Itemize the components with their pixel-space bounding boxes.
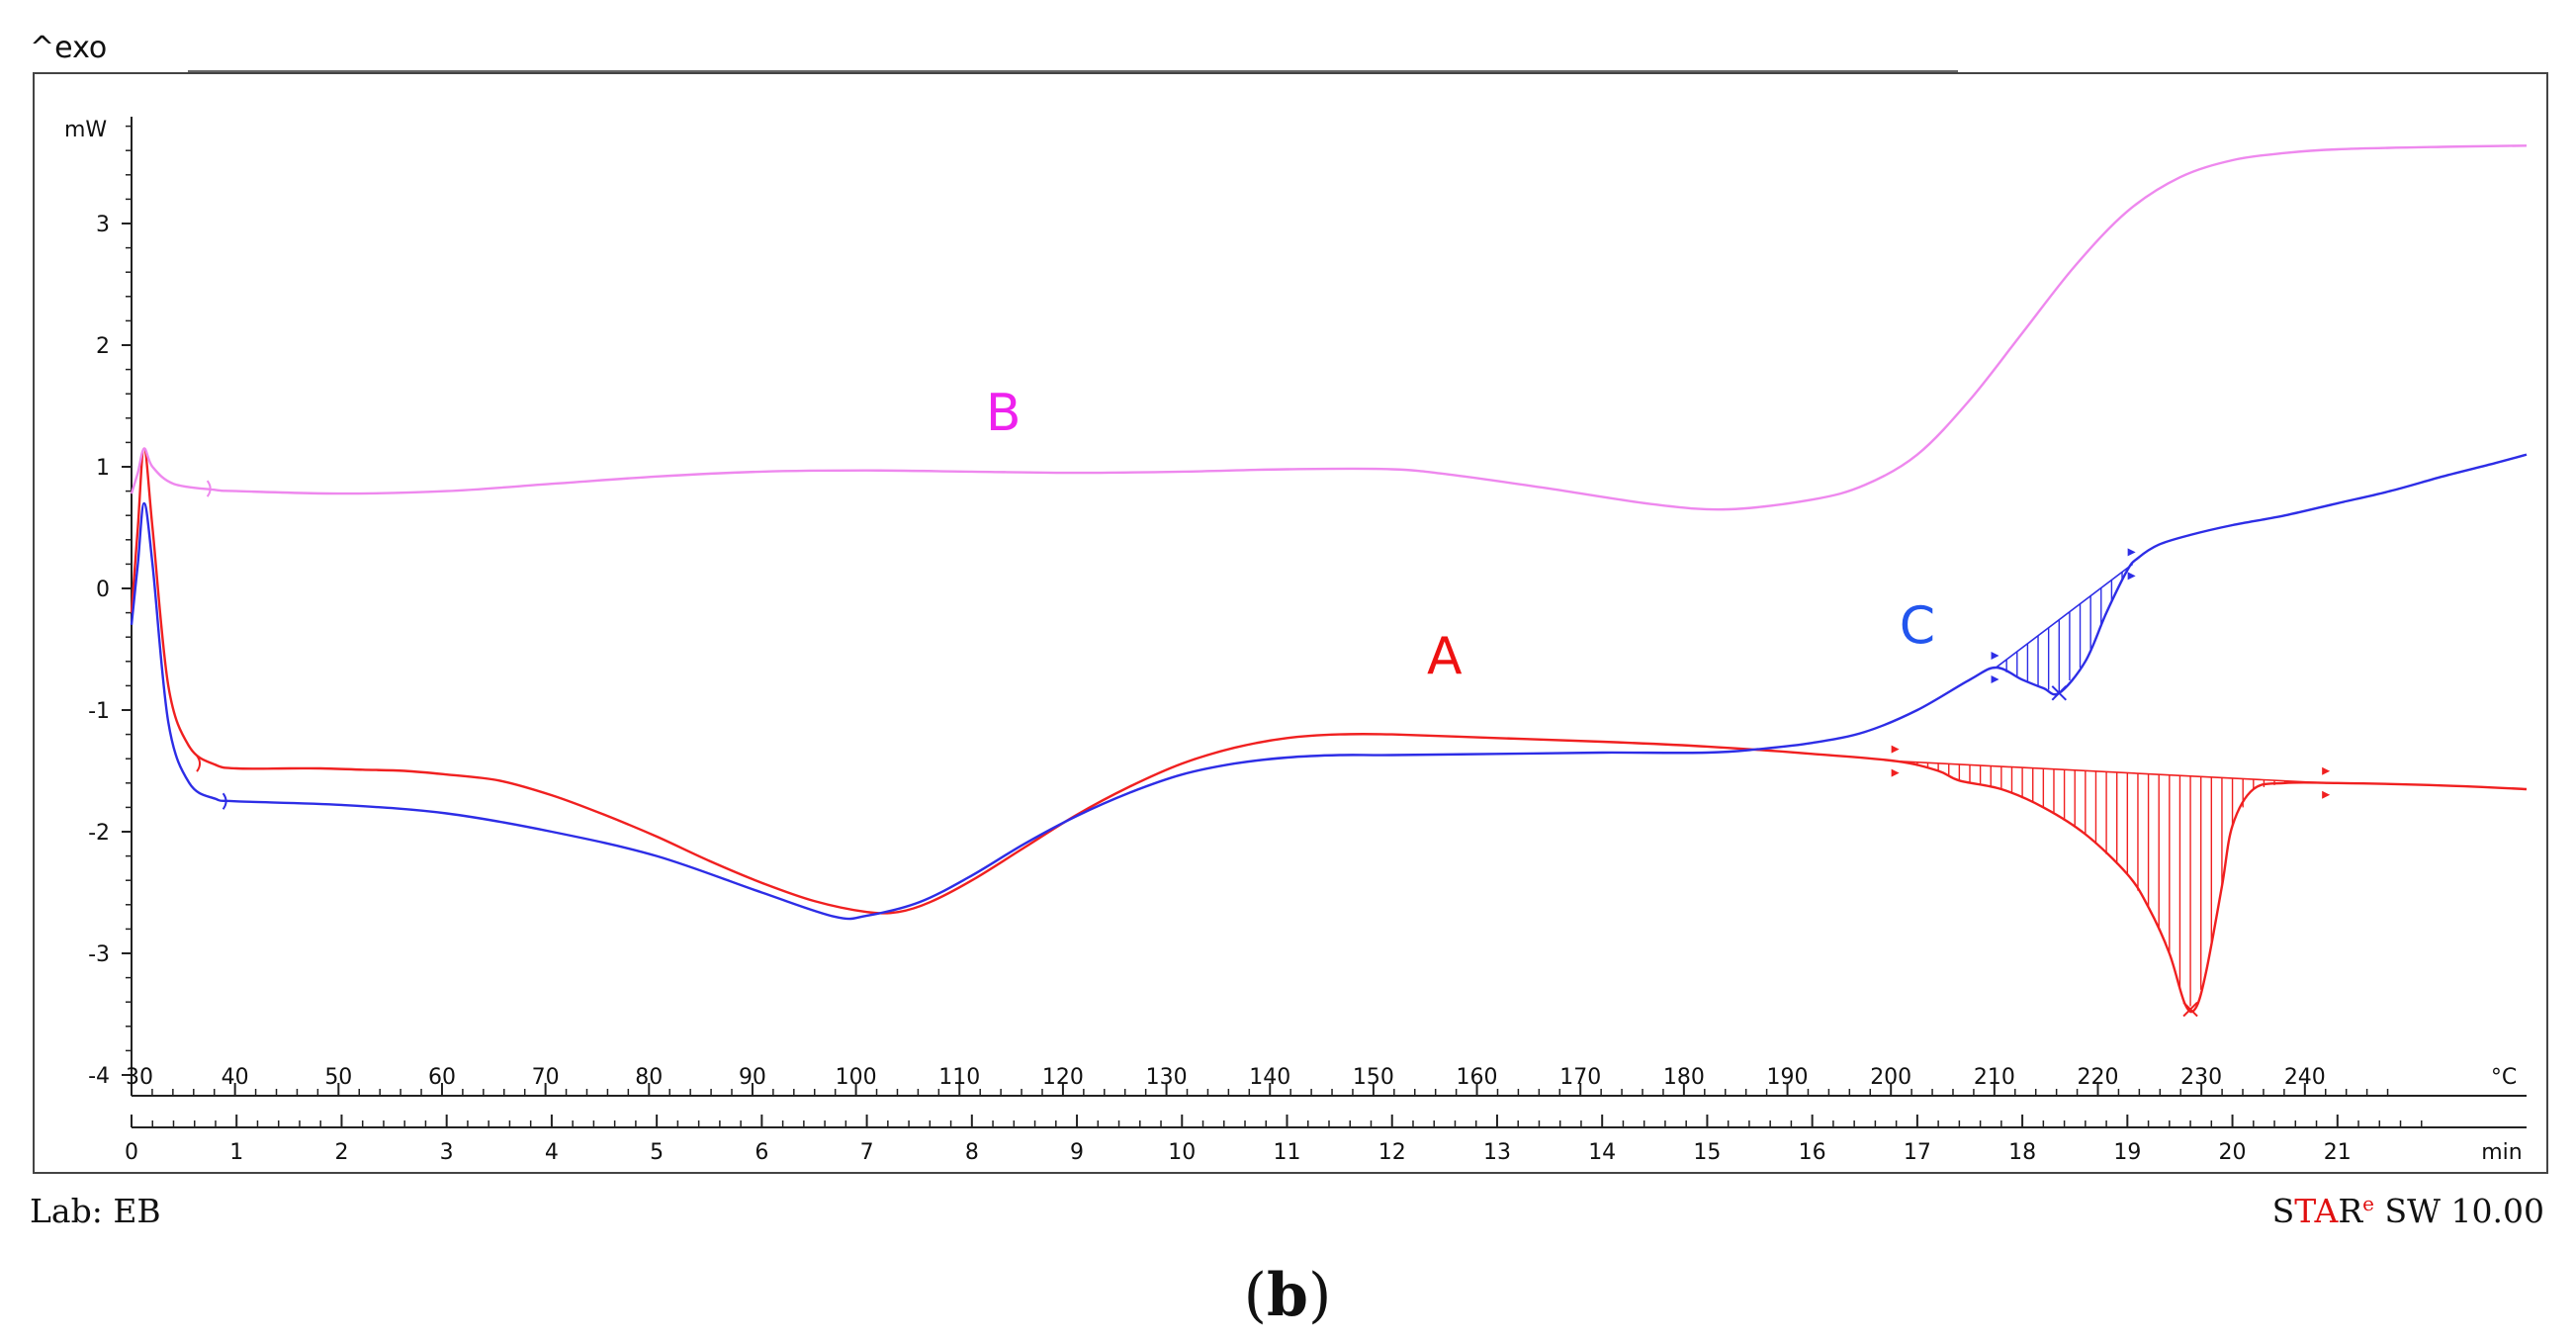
time-tick-label: 1: [229, 1140, 243, 1165]
curve-label-a: A: [1427, 627, 1463, 686]
temp-tick-label: 60: [428, 1065, 456, 1090]
peak-marker: [2182, 1001, 2198, 1018]
software-label: STARe SW 10.00: [2272, 1192, 2544, 1230]
exo-label: ^exo: [30, 31, 107, 65]
time-tick-label: 3: [440, 1140, 454, 1165]
time-tick-label: 16: [1799, 1140, 1826, 1165]
integration-markers: [196, 480, 2331, 1018]
time-tick-label: 6: [755, 1140, 768, 1165]
time-tick-label: 4: [545, 1140, 559, 1165]
series-line-b: [130, 144, 2528, 511]
temp-tick-label: 170: [1559, 1065, 1601, 1090]
curve-label-b: B: [986, 384, 1022, 443]
time-tick-label: 5: [650, 1140, 664, 1165]
y-tick-label: -3: [88, 942, 110, 967]
y-tick-label: 0: [96, 578, 110, 602]
temp-tick-label: 150: [1353, 1065, 1394, 1090]
temp-tick-label: 190: [1767, 1065, 1809, 1090]
temp-tick-label: 110: [938, 1065, 980, 1090]
software-r: R: [2338, 1192, 2363, 1230]
y-tick-label: 1: [96, 456, 110, 481]
y-axis-ticks: 3 2 1 0 -1 -2 -3 -4: [88, 125, 132, 1089]
curve-label-c: C: [1900, 596, 1935, 656]
time-axis-ticks: 0 1 2 3 4 5 6 7 8 9 10 11 12 13 14 15 16 17 18 19 20 21: [125, 1115, 2423, 1165]
time-unit: min: [2481, 1140, 2523, 1165]
time-tick-label: 20: [2219, 1140, 2247, 1165]
time-tick-label: 11: [1274, 1140, 1301, 1165]
time-tick-label: 8: [965, 1140, 979, 1165]
time-tick-label: 17: [1904, 1140, 1931, 1165]
caption-close: ): [1308, 1261, 1331, 1330]
temp-tick-label: 70: [532, 1065, 560, 1090]
time-tick-label: 14: [1588, 1140, 1616, 1165]
temp-tick-label: 180: [1663, 1065, 1705, 1090]
software-s: S: [2272, 1192, 2295, 1230]
software-ta: TA: [2294, 1192, 2339, 1230]
start-marker: [196, 755, 202, 772]
temp-tick-label: 220: [2078, 1065, 2119, 1090]
temp-tick-label: 100: [836, 1065, 877, 1090]
temp-tick-label: 120: [1042, 1065, 1084, 1090]
temp-tick-label: 30: [126, 1065, 153, 1090]
time-tick-label: 7: [860, 1140, 874, 1165]
time-tick-label: 2: [334, 1140, 348, 1165]
integration-limit-marker: [2322, 766, 2331, 799]
temp-tick-label: 80: [635, 1065, 663, 1090]
time-tick-label: 0: [125, 1140, 138, 1165]
y-axis-label: mW: [64, 118, 107, 142]
temperature-unit: °C: [2491, 1065, 2517, 1090]
time-tick-label: 13: [1483, 1140, 1511, 1165]
temp-tick-label: 210: [1974, 1065, 2015, 1090]
caption-open: (: [1244, 1261, 1267, 1330]
software-e: e: [2362, 1192, 2374, 1215]
time-tick-label: 10: [1168, 1140, 1196, 1165]
y-tick-label: -2: [88, 821, 110, 846]
caption-letter: b: [1267, 1261, 1308, 1330]
temp-tick-label: 160: [1457, 1065, 1498, 1090]
time-tick-label: 9: [1070, 1140, 1084, 1165]
time-tick-label: 19: [2113, 1140, 2141, 1165]
y-tick-label: -1: [88, 699, 110, 724]
time-tick-label: 12: [1378, 1140, 1406, 1165]
start-marker: [222, 792, 227, 810]
time-tick-label: 18: [2008, 1140, 2036, 1165]
lab-label: Lab: EB: [30, 1192, 161, 1230]
temp-tick-label: 240: [2284, 1065, 2326, 1090]
temp-tick-label: 140: [1249, 1065, 1290, 1090]
software-version: SW 10.00: [2374, 1192, 2544, 1230]
curve-labels: A B C: [986, 384, 1935, 686]
temp-tick-label: 200: [1870, 1065, 1911, 1090]
temp-tick-label: 40: [222, 1065, 249, 1090]
y-tick-label: 2: [96, 334, 110, 359]
temp-tick-label: 130: [1146, 1065, 1188, 1090]
start-marker: [206, 480, 212, 497]
y-tick-label: 3: [96, 213, 110, 237]
integration-limit-marker: [1891, 745, 1900, 777]
temp-tick-label: 90: [739, 1065, 766, 1090]
plot-frame: [33, 72, 2548, 1174]
integration-baseline: [1896, 760, 2328, 784]
y-tick-label: -4: [88, 1064, 110, 1089]
integration-limit-marker: [2127, 548, 2136, 581]
temp-tick-label: 50: [324, 1065, 352, 1090]
temp-tick-label: 230: [2180, 1065, 2222, 1090]
integration-limit-marker: [1991, 651, 1999, 683]
temperature-axis-ticks: 30 40 50 60 70 80 90 100 110 120 130 140 150 160 170 18…: [126, 1065, 2389, 1096]
series-line-c: [130, 453, 2528, 921]
peak-marker: [2051, 685, 2067, 701]
integration-baseline: [1996, 563, 2134, 669]
figure-caption: (b): [1244, 1261, 1332, 1330]
time-tick-label: 15: [1693, 1140, 1721, 1165]
time-tick-label: 21: [2324, 1140, 2352, 1165]
